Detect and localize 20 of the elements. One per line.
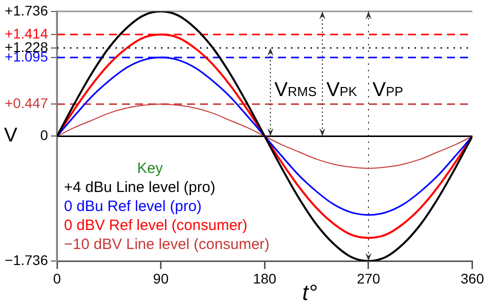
x-tick-label: 0 — [53, 270, 62, 286]
y-tick-label: 0 — [40, 127, 48, 144]
x-tick-label: 360 — [460, 270, 484, 286]
annotation: VPK — [326, 78, 358, 101]
x-tick-label: 270 — [356, 270, 380, 286]
annotation: VRMS — [274, 78, 317, 101]
x-axis-title: t° — [302, 280, 318, 303]
text: 0 dBu Ref level (pro) — [64, 198, 202, 216]
legend-title: Key — [137, 160, 164, 178]
y-tick-label: +1.414 — [4, 25, 48, 42]
text: −10 dBV Line level (consumer) — [64, 236, 270, 254]
annotation: VPP — [372, 78, 404, 101]
x-tick-label: 180 — [252, 270, 277, 286]
text: +4 dBu Line level (pro) — [64, 179, 216, 196]
y-axis-title: V — [4, 124, 18, 147]
y-tick-label: +1.736 — [4, 2, 48, 18]
x-tick-label: 90 — [153, 270, 169, 286]
text: 0 dBV Ref level (consumer) — [64, 217, 248, 234]
y-tick-label: −1.736 — [4, 252, 48, 268]
y-tick-label: +0.447 — [4, 94, 48, 111]
